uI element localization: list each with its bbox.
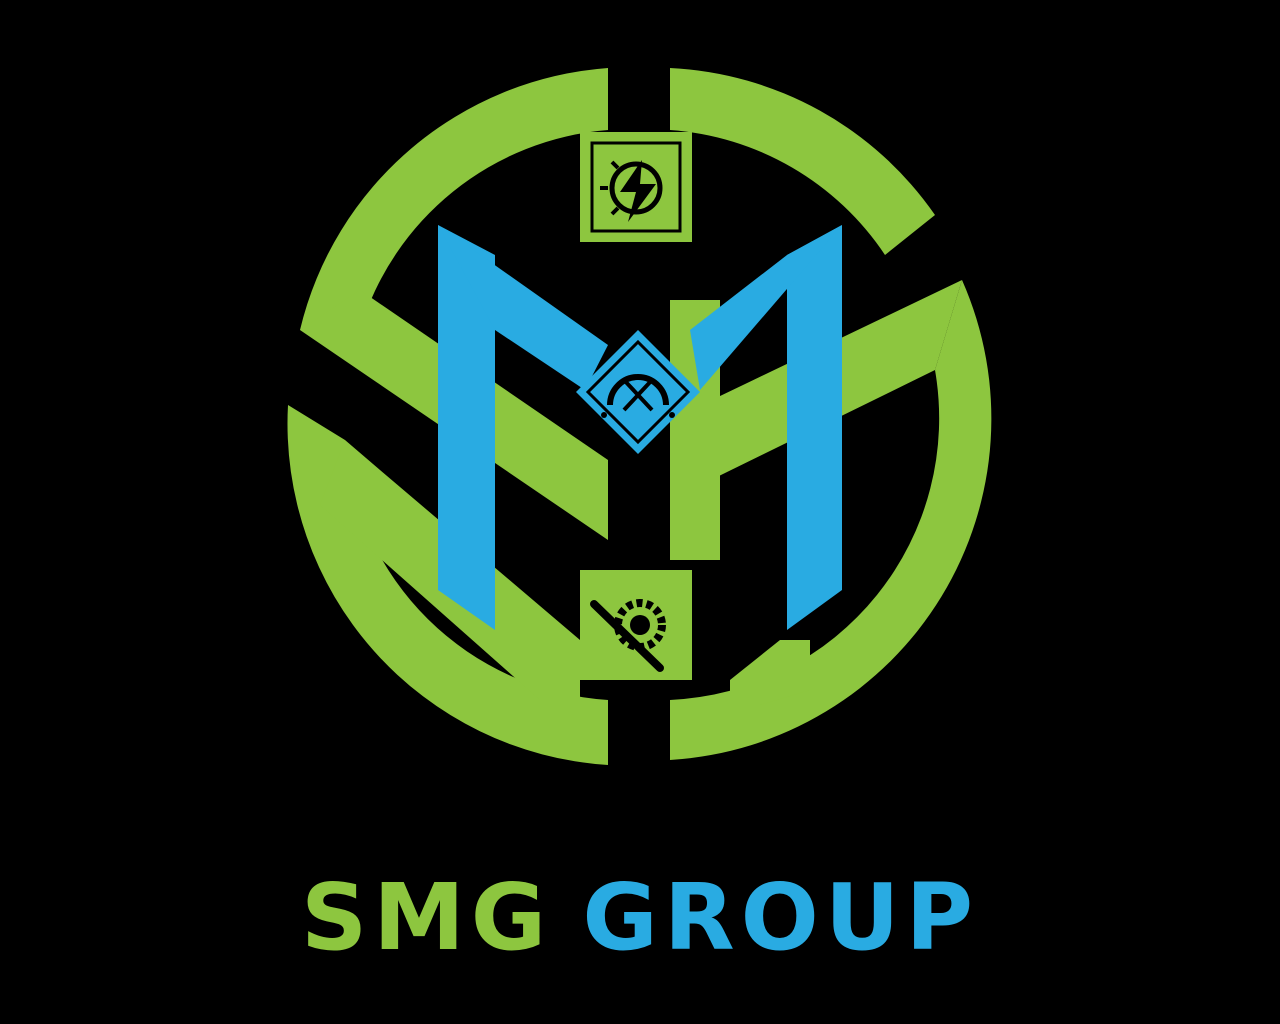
blue-m [438, 225, 842, 630]
ring-upper-left [300, 68, 608, 330]
s-connector-top [608, 68, 670, 138]
electric-power-icon [580, 132, 692, 242]
plumbing-tools-icon [576, 330, 700, 454]
ring-lower-left [287, 405, 608, 765]
green-ring [287, 68, 992, 765]
m-left-diag [438, 225, 608, 390]
ring-upper-right [670, 68, 935, 255]
brand-word-group: GROUP [582, 864, 980, 971]
s-lower-right-leg [730, 640, 810, 705]
mechanical-gear-wrench-icon [580, 570, 692, 680]
brand-word-smg: SMG [300, 864, 553, 971]
m-left-stroke [438, 225, 495, 630]
m-right-diag [690, 225, 842, 390]
smg-emblem [287, 68, 992, 765]
brand-wordmark: SMG GROUP [0, 858, 1280, 978]
m-right-stroke [787, 225, 842, 630]
ring-right [670, 280, 992, 760]
